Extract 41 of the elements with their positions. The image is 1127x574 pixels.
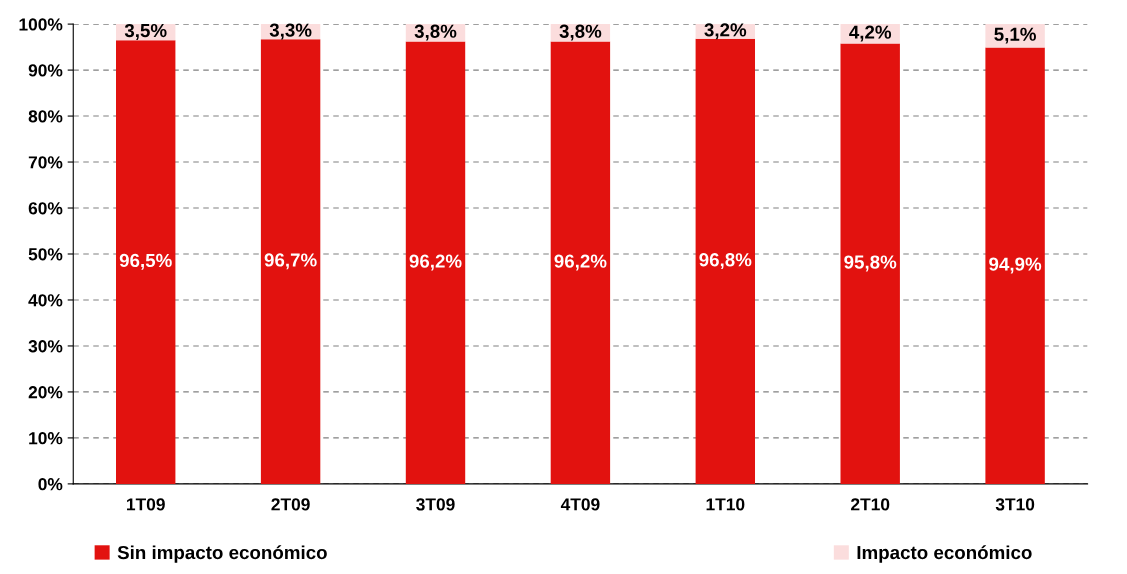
bar — [550, 41, 611, 484]
data-label: 95,8% — [844, 255, 897, 272]
x-tick-label: 2T09 — [271, 498, 310, 511]
data-label: 94,9% — [989, 257, 1042, 274]
data-label: 3,5% — [124, 23, 167, 40]
x-tick-label: 1T09 — [127, 498, 165, 511]
data-label: 96,8% — [699, 253, 752, 270]
bar — [116, 40, 176, 484]
data-label: 96,5% — [119, 253, 172, 270]
bar — [985, 47, 1045, 484]
y-tick-label: 10% — [29, 432, 63, 445]
y-tick-label: 90% — [28, 64, 63, 77]
data-label: 3,8% — [414, 24, 457, 41]
legend-label: Sin impacto económico — [117, 545, 327, 563]
bar — [405, 41, 466, 484]
y-tick-label: 60% — [28, 202, 63, 215]
x-tick-label: 3T10 — [995, 498, 1035, 511]
x-tick-label: 2T10 — [851, 498, 890, 511]
data-label: 5,1% — [994, 27, 1036, 44]
data-label: 4,2% — [849, 25, 892, 42]
bar — [695, 38, 756, 484]
x-tick-label: 1T10 — [706, 498, 745, 511]
legend-label: Impacto económico — [857, 545, 1032, 563]
y-tick-label: 20% — [28, 386, 63, 399]
y-tick-label: 40% — [28, 294, 63, 307]
y-tick-label: 0% — [38, 478, 63, 491]
y-tick-label: 30% — [28, 340, 63, 353]
data-label: 96,2% — [554, 254, 607, 271]
data-label: 3,3% — [269, 23, 312, 40]
data-label: 3,2% — [704, 23, 747, 40]
y-tick-label: 50% — [28, 248, 63, 261]
x-tick-label: 4T09 — [560, 498, 600, 511]
data-label: 3,8% — [559, 24, 602, 41]
bar — [840, 43, 900, 484]
y-tick-label: 70% — [28, 156, 63, 169]
x-tick-label: 3T09 — [416, 498, 455, 511]
data-label: 96,7% — [264, 253, 317, 270]
y-tick-label: 80% — [28, 110, 63, 123]
bar — [260, 39, 321, 484]
data-label: 96,2% — [409, 254, 462, 271]
y-tick-label: 100% — [19, 18, 63, 31]
